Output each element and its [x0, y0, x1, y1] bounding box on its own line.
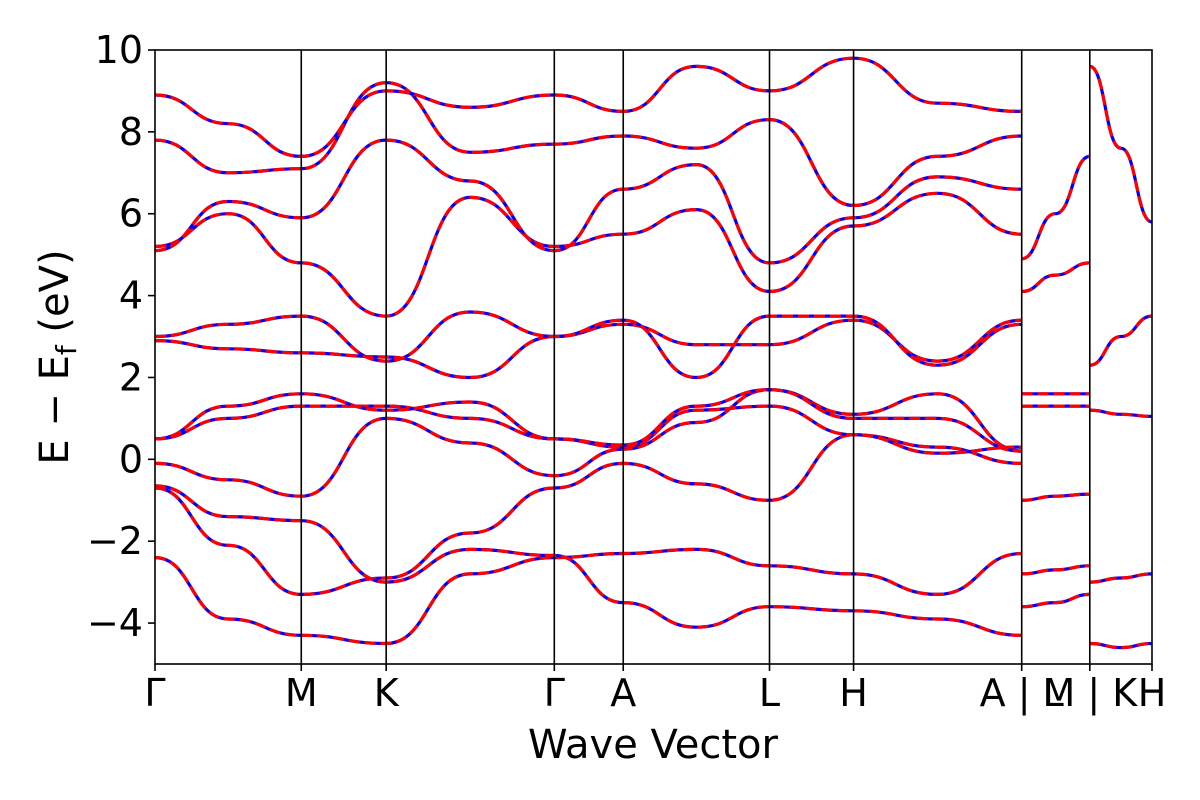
- y-tick-label: 2: [119, 355, 143, 399]
- x-tick-label: H: [1138, 671, 1167, 715]
- x-tick-label: H: [839, 671, 868, 715]
- y-tick-label: 4: [119, 274, 143, 318]
- band-line-red-dashed: [155, 56, 1022, 159]
- band-line-red-dashed: [155, 547, 1022, 646]
- band-line-red-dashed: [155, 433, 1022, 597]
- band-line-red-dashed: [1021, 261, 1090, 294]
- band-line-red-dashed: [155, 81, 1022, 208]
- plot-frame: [154, 49, 1153, 665]
- y-tick-label: 10: [95, 28, 143, 72]
- y-tick-label: 0: [119, 437, 143, 481]
- y-tick-label: 6: [119, 192, 143, 236]
- band-line-red-dashed: [155, 191, 1022, 318]
- band-line-red-dashed: [1021, 492, 1090, 502]
- y-tick-label: 8: [119, 110, 143, 154]
- band-line-red-dashed: [1089, 641, 1152, 650]
- band-line-red-dashed: [155, 310, 1022, 380]
- band-line-red-dashed: [155, 404, 1022, 455]
- x-tick-label: Γ: [144, 671, 165, 715]
- band-line-blue: [155, 547, 1022, 646]
- x-tick-label: L: [759, 671, 780, 715]
- band-line-blue: [155, 81, 1022, 208]
- band-line-blue: [155, 433, 1022, 597]
- band-line-blue: [1021, 154, 1091, 261]
- y-axis-label-unit: (eV): [32, 249, 78, 345]
- band-line-red-dashed: [155, 138, 1022, 265]
- band-line-blue: [155, 310, 1022, 380]
- x-axis-label: Wave Vector: [528, 722, 779, 768]
- band-line-red-dashed: [1089, 408, 1152, 418]
- x-tick-label: Γ: [544, 671, 565, 715]
- band-line-red-dashed: [1089, 572, 1152, 584]
- y-axis-label: E − Ef (eV): [32, 249, 83, 464]
- x-tick-label: A | L: [980, 671, 1064, 716]
- band-line-red-dashed: [1089, 64, 1152, 224]
- band-line-red-dashed: [155, 484, 1022, 637]
- band-line-red-dashed: [1089, 314, 1152, 367]
- y-axis-label-subscript: f: [50, 344, 83, 355]
- x-tick-label: A: [610, 671, 636, 715]
- x-tick-label: M | K: [1042, 671, 1138, 716]
- y-tick-label: −4: [87, 601, 143, 645]
- band-line-blue: [155, 404, 1022, 455]
- x-tick-label: M: [285, 671, 318, 715]
- bands-layer: [155, 56, 1152, 650]
- y-axis: −4 −2 0 2 4 6 8 10: [87, 28, 155, 645]
- band-line-blue: [1089, 314, 1152, 367]
- band-line-blue: [1021, 261, 1090, 294]
- band-line-red-dashed: [1021, 564, 1090, 576]
- y-axis-label-main: E − E: [32, 355, 78, 465]
- y-tick-label: −2: [87, 519, 143, 563]
- band-line-red-dashed: [1021, 592, 1090, 609]
- band-line-blue: [1089, 64, 1152, 224]
- band-line-red-dashed: [1021, 154, 1091, 261]
- band-line-red-dashed: [155, 388, 1022, 453]
- x-tick-label: K: [374, 671, 400, 715]
- high-symmetry-lines: [300, 50, 1091, 664]
